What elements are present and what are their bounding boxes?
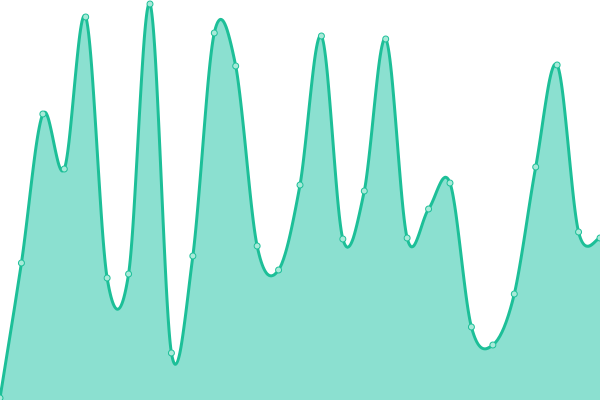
data-point-8	[167, 349, 175, 357]
data-point-20	[425, 205, 433, 213]
data-point-11	[232, 62, 240, 70]
data-point-26	[553, 61, 561, 69]
data-point-12	[253, 242, 261, 250]
data-point-19	[403, 234, 411, 242]
data-point-0	[0, 394, 4, 400]
data-point-6	[125, 270, 133, 278]
data-point-10	[210, 29, 218, 37]
data-point-3	[60, 165, 68, 173]
data-point-2	[39, 110, 47, 118]
data-point-9	[189, 252, 197, 260]
data-point-21	[446, 179, 454, 187]
data-point-24	[510, 290, 518, 298]
data-point-7	[146, 0, 154, 8]
data-point-13	[275, 266, 283, 274]
data-point-18	[382, 35, 390, 43]
data-point-1	[17, 259, 25, 267]
area-fill	[0, 3, 600, 400]
data-point-23	[489, 341, 497, 349]
data-point-27	[575, 228, 583, 236]
data-point-22	[467, 323, 475, 331]
data-point-25	[532, 163, 540, 171]
data-point-28	[596, 234, 600, 242]
data-point-17	[360, 187, 368, 195]
data-point-5	[103, 274, 111, 282]
data-point-15	[317, 32, 325, 40]
data-point-16	[339, 235, 347, 243]
data-point-4	[82, 13, 90, 21]
data-point-14	[296, 181, 304, 189]
